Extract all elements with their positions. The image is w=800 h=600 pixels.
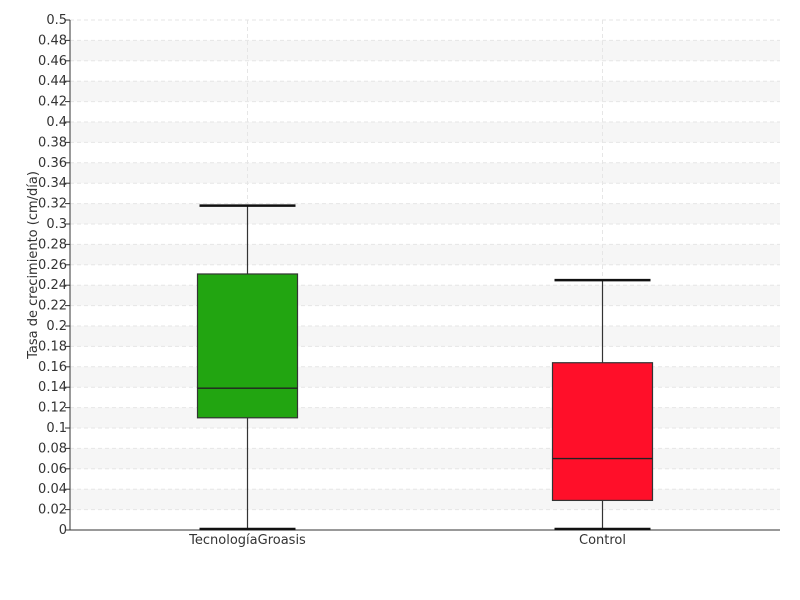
- y-tick-label: 0.28: [38, 237, 67, 252]
- y-tick-label: 0.34: [38, 176, 67, 191]
- box-1: [551, 278, 654, 531]
- grid-band: [70, 162, 780, 184]
- box-iqr: [551, 362, 654, 502]
- y-tick-label: 0.44: [38, 74, 67, 89]
- grid-lines: [70, 19, 780, 530]
- y-tick-label: 0.24: [38, 278, 67, 293]
- y-tick-label: 0.42: [38, 95, 67, 110]
- background-bands: [70, 40, 780, 510]
- y-tick-label: 0.22: [38, 299, 67, 314]
- y-tick-label: 0.46: [38, 54, 67, 69]
- y-tick-label: 0.5: [46, 13, 67, 28]
- y-tick-label: 0.12: [38, 401, 67, 416]
- axes: [69, 20, 780, 531]
- boxes: [196, 204, 654, 531]
- grid-band: [70, 81, 780, 102]
- grid-band: [70, 326, 780, 347]
- y-axis-ticks: 0 0.02 0.04 0.06 0.08 0.1 0.12 0.14 0.16 0.18 0.2 0…: [38, 13, 70, 538]
- y-tick-label: 0.38: [38, 135, 67, 150]
- x-axis-labels: TecnologíaGroasis Control: [188, 533, 626, 548]
- y-tick-label: 0.16: [38, 360, 67, 375]
- box-iqr: [196, 273, 299, 419]
- y-tick-label: 0.4: [46, 115, 67, 130]
- grid-band: [70, 122, 780, 143]
- y-tick-label: 0.32: [38, 197, 67, 212]
- y-tick-label: 0.04: [38, 482, 67, 497]
- y-tick-label: 0.3: [46, 217, 67, 232]
- y-tick-label: 0.26: [38, 258, 67, 273]
- x-tick-label: Control: [579, 533, 626, 548]
- y-tick-label: 0.36: [38, 156, 67, 171]
- grid-band: [70, 489, 780, 510]
- y-tick-label: 0.02: [38, 503, 67, 518]
- grid-band: [70, 244, 780, 265]
- box-0: [196, 204, 299, 531]
- y-tick-label: 0.2: [46, 319, 67, 334]
- y-tick-label: 0: [59, 523, 67, 538]
- y-tick-label: 0.18: [38, 339, 67, 354]
- grid-band: [70, 285, 780, 306]
- grid-band: [70, 407, 780, 428]
- y-axis-title: Tasa de crecimiento (cm/día): [26, 171, 41, 360]
- grid-band: [70, 448, 780, 469]
- grid-band: [70, 366, 780, 388]
- y-tick-label: 0.14: [38, 380, 67, 395]
- grid-band: [70, 203, 780, 224]
- x-tick-label: TecnologíaGroasis: [188, 533, 306, 548]
- grid-band: [70, 40, 780, 61]
- y-tick-label: 0.08: [38, 441, 67, 456]
- y-tick-label: 0.1: [46, 421, 67, 436]
- y-tick-label: 0.48: [38, 33, 67, 48]
- y-tick-label: 0.06: [38, 462, 67, 477]
